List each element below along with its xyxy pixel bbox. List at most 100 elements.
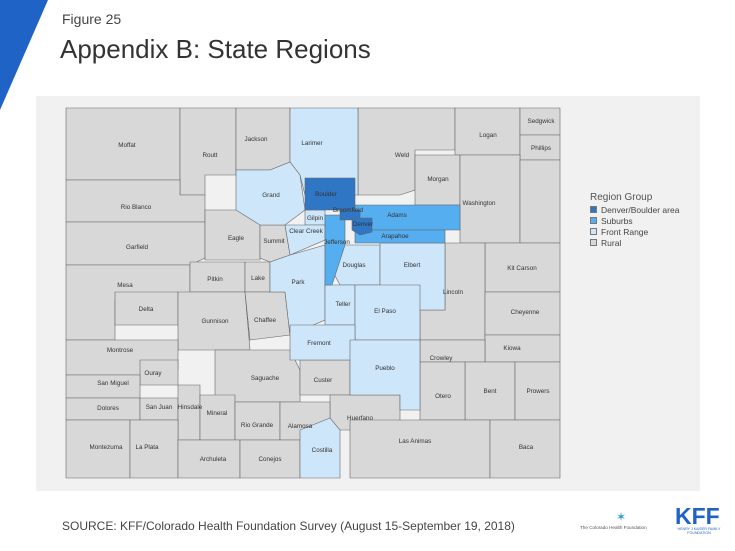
legend-item-front-range: Front Range	[590, 226, 679, 237]
county-label: Broomfield	[333, 207, 364, 214]
county-label: Rio Grande	[241, 422, 274, 429]
county-label: Arapahoe	[381, 233, 409, 240]
county-label: Weld	[395, 152, 410, 159]
county-costilla[interactable]	[299, 417, 341, 479]
county-label: Ouray	[144, 370, 162, 377]
county-yuma[interactable]	[519, 159, 561, 244]
legend-swatch	[590, 217, 597, 224]
legend-swatch	[590, 206, 597, 213]
county-otero[interactable]	[419, 361, 466, 421]
county-label: Jackson	[244, 136, 268, 143]
map-legend: Region Group Denver/Boulder area Suburbs…	[590, 192, 679, 248]
county-label: Summit	[263, 238, 285, 245]
sunburst-icon: ✶	[616, 510, 627, 524]
county-label: Mesa	[117, 282, 133, 289]
county-label: Delta	[139, 306, 154, 313]
county-label: Grand	[262, 192, 280, 199]
legend-title: Region Group	[590, 192, 653, 203]
county-label: Washington	[462, 200, 496, 207]
county-garfield[interactable]	[65, 221, 206, 266]
county-rio-grande[interactable]	[234, 401, 281, 441]
page-title: Appendix B: State Regions	[60, 34, 371, 64]
corner-accent	[0, 0, 48, 110]
county-label: Kiowa	[503, 345, 521, 352]
figure-label: Figure 25	[62, 11, 122, 27]
county-label: Garfield	[126, 244, 149, 251]
county-label: Archuleta	[200, 456, 227, 463]
county-label: Otero	[435, 393, 451, 400]
county-label: Morgan	[427, 176, 449, 183]
county-mineral[interactable]	[199, 394, 236, 441]
colorado-health-foundation-logo: ✶ The Colorado Health Foundation	[580, 510, 668, 534]
county-denver[interactable]	[351, 217, 373, 236]
county-label: Saguache	[251, 375, 280, 382]
county-las-animas[interactable]	[349, 419, 491, 479]
county-label: Teller	[335, 301, 350, 308]
county-baca[interactable]	[489, 419, 561, 479]
county-label: Routt	[202, 152, 217, 159]
kff-logo-text: KFF	[675, 503, 720, 529]
county-pueblo[interactable]	[349, 339, 421, 411]
legend-item-suburbs: Suburbs	[590, 215, 679, 226]
county-label: Eagle	[228, 235, 245, 242]
county-label: Lincoln	[443, 289, 463, 296]
county-label: Cheyenne	[511, 309, 540, 316]
legend-label: Front Range	[601, 226, 649, 237]
kff-logo: KFF HENRY J KAISER FAMILY FOUNDATION	[675, 505, 727, 539]
legend-item-rural: Rural	[590, 237, 679, 248]
legend-swatch	[590, 239, 597, 246]
map-panel: Moffat Routt Jackson Larimer Weld Logan …	[36, 96, 700, 491]
county-label: Kit Carson	[507, 265, 537, 272]
county-label: Bent	[484, 388, 497, 395]
county-label: Alamosa	[288, 423, 313, 430]
county-label: Crowley	[430, 355, 454, 362]
county-label: Jefferson	[324, 239, 350, 246]
county-labels: Moffat Routt Jackson Larimer Weld Logan …	[90, 118, 556, 463]
county-label: Park	[292, 279, 306, 286]
legend-item-denver: Denver/Boulder area	[590, 204, 679, 215]
county-label: Mineral	[207, 410, 228, 417]
county-label: Hinsdale	[178, 404, 203, 411]
source-note: SOURCE: KFF/Colorado Health Foundation S…	[62, 519, 515, 533]
county-label: San Juan	[146, 404, 173, 411]
county-label: Huerfano	[347, 415, 373, 422]
county-label: Larimer	[301, 140, 322, 147]
county-label: Gilpin	[307, 215, 324, 222]
county-label: Douglas	[342, 262, 365, 269]
county-label: Dolores	[97, 405, 119, 412]
county-label: La Plata	[135, 444, 159, 451]
colorado-map: Moffat Routt Jackson Larimer Weld Logan …	[65, 107, 561, 479]
county-label: Las Animas	[399, 438, 432, 445]
legend-label: Denver/Boulder area	[601, 204, 680, 215]
legend-label: Rural	[601, 237, 622, 248]
legend-swatch	[590, 228, 597, 235]
county-label: Conejos	[258, 456, 281, 463]
kff-logo-subtext: HENRY J KAISER FAMILY FOUNDATION	[677, 527, 721, 535]
county-label: Montezuma	[90, 444, 123, 451]
county-label: Prowers	[526, 388, 549, 395]
county-label: Moffat	[118, 142, 136, 149]
county-label: Custer	[314, 377, 333, 384]
county-hinsdale[interactable]	[177, 384, 201, 441]
cohf-logo-text: The Colorado Health Foundation	[580, 525, 647, 530]
county-label: Gunnison	[202, 318, 229, 325]
county-label: Sedgwick	[528, 118, 556, 125]
county-kiowa[interactable]	[484, 334, 561, 363]
county-label: Pueblo	[375, 365, 395, 372]
county-washington[interactable]	[459, 154, 521, 244]
county-label: San Miguel	[97, 380, 129, 387]
county-label: Pitkin	[207, 276, 223, 283]
county-label: Costilla	[312, 447, 333, 454]
county-label: Elbert	[404, 262, 421, 269]
county-label: Lake	[251, 275, 265, 282]
county-label: Logan	[479, 132, 497, 139]
county-label: Rio Blanco	[121, 204, 152, 211]
county-chaffee[interactable]	[244, 291, 291, 341]
county-label: Adams	[387, 212, 407, 219]
county-label: Clear Creek	[289, 228, 323, 235]
county-arapahoe[interactable]	[354, 229, 446, 244]
county-label: Boulder	[315, 191, 337, 198]
county-label: Montrose	[107, 347, 134, 354]
county-label: El Paso	[374, 308, 396, 315]
county-label: Baca	[519, 444, 534, 451]
